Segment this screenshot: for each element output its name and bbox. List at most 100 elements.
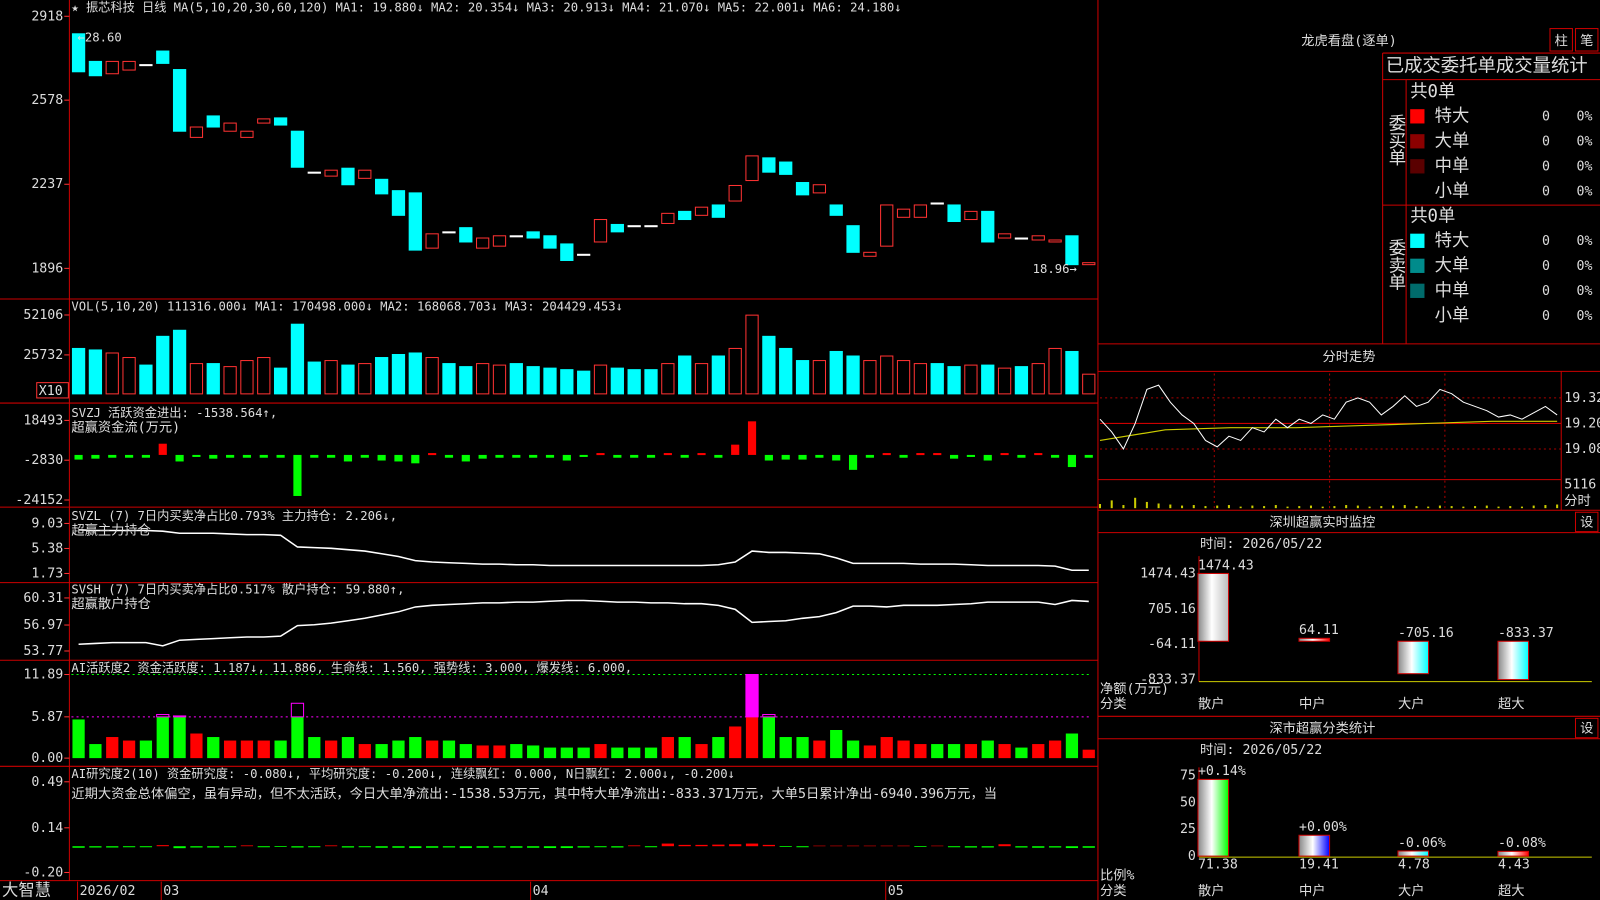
toggle-button[interactable]: 柱 — [1555, 33, 1568, 49]
fund-flow-bar — [798, 454, 807, 460]
candle — [408, 192, 422, 251]
order-pct: 0% — [1577, 159, 1593, 174]
header-segment: 活跃资金进出: -1538.564 — [108, 405, 262, 420]
settings-button[interactable]: 设 — [1580, 721, 1593, 737]
volume-bar — [779, 347, 793, 395]
change-label: -0.06% — [1398, 836, 1446, 851]
category-label: 大户 — [1398, 695, 1425, 712]
candle — [71, 33, 86, 73]
fund-flow-bar — [865, 454, 874, 458]
category-label: 散户 — [1198, 695, 1225, 712]
table-heading: 已成交委托单成交量统计 — [1386, 55, 1588, 76]
activity-bar — [644, 747, 658, 759]
volume-bar — [728, 347, 742, 395]
volume-bar — [105, 352, 119, 395]
activity-bar — [476, 745, 489, 759]
activity-bar-top — [290, 702, 305, 718]
candle — [779, 161, 793, 175]
activity-bar — [426, 740, 439, 759]
volume-bar — [577, 370, 591, 395]
y-tick-label: 56.97 — [23, 618, 63, 633]
candle — [105, 60, 119, 75]
y-tick-label: 75 — [1180, 769, 1196, 784]
header-segment: ↓ — [250, 661, 257, 675]
panel-subtitle: 超赢主力持仓 — [71, 522, 151, 539]
intraday-volume-bar — [1134, 497, 1137, 509]
category-label: 中户 — [1299, 695, 1326, 712]
fund-flow-bar — [428, 453, 437, 456]
activity-bar-top — [745, 674, 759, 718]
toggle-button[interactable]: 笔 — [1580, 33, 1593, 49]
intraday-volume-bar — [1474, 506, 1477, 509]
y-tick-label: 52106 — [23, 308, 63, 323]
fund-flow-bar — [882, 453, 891, 456]
volume-bar — [829, 350, 843, 395]
settings-button[interactable]: 设 — [1580, 514, 1593, 530]
volume-bar — [1014, 366, 1029, 395]
activity-bar — [257, 740, 270, 759]
intraday-volume-bar — [1403, 505, 1406, 509]
header-segment: ↓ — [799, 1, 806, 15]
activity-bar — [863, 745, 877, 759]
fund-flow-bar — [1067, 454, 1077, 468]
volume-bar — [122, 357, 136, 395]
y-tick-label: 60.31 — [23, 591, 63, 606]
intraday-volume-bar — [1556, 504, 1559, 509]
header-segment: ↓ — [491, 300, 498, 314]
order-swatch — [1410, 283, 1425, 298]
axis-title: 比例% — [1100, 868, 1135, 884]
research-bar — [274, 846, 287, 847]
research-bar — [577, 846, 590, 848]
research-bar — [560, 846, 573, 849]
fund-flow-bar — [916, 453, 925, 456]
candle — [795, 182, 810, 196]
volume-bar — [240, 360, 254, 395]
research-bar — [846, 845, 860, 847]
fund-flow-bar — [832, 454, 841, 461]
header-segment: ↓ — [241, 300, 248, 314]
intraday-volume-bar — [1110, 500, 1113, 509]
order-swatch — [1410, 233, 1425, 248]
activity-bar — [240, 740, 254, 759]
header-segment: -0.200 — [683, 767, 727, 781]
activity-bar — [324, 740, 338, 759]
volume-bar — [627, 369, 641, 395]
volume-bar — [206, 363, 220, 395]
order-count: 0 — [1542, 234, 1550, 249]
fund-flow-bar — [1084, 454, 1093, 458]
category-bar — [1197, 572, 1230, 642]
volume-bar — [610, 367, 624, 395]
volume-bar — [492, 364, 507, 395]
header-segment: ↓ — [512, 1, 519, 15]
header-segment: 7日内买卖净占比0.793% — [138, 508, 276, 523]
volume-bar — [459, 366, 473, 395]
fund-flow-bar — [983, 454, 992, 461]
header-segment: ↓ — [616, 300, 623, 314]
header-segment: MA(5,10,20,30,60,120) — [174, 1, 329, 15]
research-bar — [510, 846, 523, 848]
intraday-volume-bar — [1239, 506, 1242, 509]
fund-flow-bar — [1017, 454, 1026, 458]
candle — [694, 206, 709, 216]
volume-bar — [391, 353, 406, 395]
candle — [324, 169, 338, 177]
research-bar — [442, 846, 456, 848]
header-segment: AI研究度2(10) — [71, 766, 159, 781]
y-tick-label: 25732 — [23, 348, 63, 363]
fund-flow-bar — [731, 444, 740, 455]
fund-flow-bar — [545, 454, 555, 458]
header-segment: MA4: 21.070 — [622, 1, 703, 15]
intraday-volume-bar — [1520, 506, 1523, 509]
header-segment: , — [270, 406, 277, 420]
volume-bar — [560, 369, 574, 395]
category-bar — [1497, 640, 1530, 681]
intraday-volume-bar — [1427, 506, 1430, 509]
intraday-volume-bar — [1333, 506, 1336, 509]
axis-title: 净额(万元) — [1100, 681, 1169, 697]
research-bar — [291, 846, 304, 848]
fund-flow-bar — [343, 454, 353, 462]
header-segment: ↓ — [382, 509, 389, 523]
fund-flow-bar — [276, 454, 285, 458]
